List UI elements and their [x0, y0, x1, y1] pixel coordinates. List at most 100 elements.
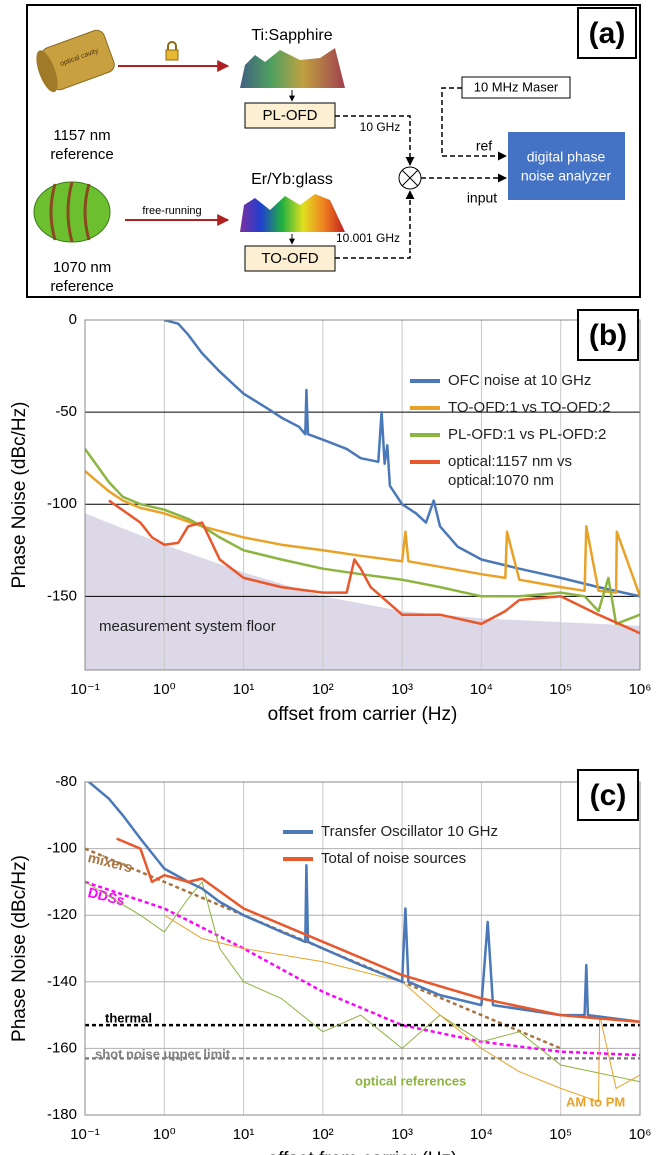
series-line [108, 499, 640, 635]
panel-label-box [577, 7, 637, 59]
analyzer-label: noise analyzer [521, 168, 612, 184]
panel-label: (b) [589, 319, 627, 352]
frequency-label: 10.001 GHz [336, 231, 400, 245]
lock-icon [165, 49, 179, 61]
source-label: 1157 nm [53, 127, 110, 144]
x-axis-label: offset from carrier (Hz) [268, 1149, 458, 1155]
series-line [85, 470, 640, 597]
legend-swatch [283, 857, 313, 861]
source-label: reference [50, 146, 113, 163]
maser-label: 10 MHz Maser [474, 79, 559, 94]
legend-label: OFC noise at 10 GHz [448, 372, 592, 389]
legend-label: Total of noise sources [321, 850, 467, 867]
ofd-label: TO-OFD [261, 250, 318, 267]
x-tick-label: 10⁻¹ [70, 681, 100, 698]
ofd-label: PL-OFD [262, 107, 317, 124]
legend-label: PL-OFD:1 vs PL-OFD:2 [448, 426, 607, 443]
x-tick-label: 10³ [391, 681, 413, 698]
y-tick-label: 0 [69, 311, 77, 328]
legend: Transfer Oscillator 10 GHz Total of noise… [283, 822, 521, 876]
signal-line [335, 190, 415, 259]
plot-frame [84, 319, 641, 671]
y-tick-label: -100 [47, 840, 77, 857]
source-label: reference [50, 278, 113, 295]
legend-item: PL-OFD:1 vs PL-OFD:2 [410, 425, 648, 444]
curve [85, 880, 640, 1057]
frequency-label: 10 GHz [360, 120, 401, 134]
plot-frame [84, 781, 641, 1116]
series-line [116, 837, 640, 1024]
port-label: input [467, 190, 497, 206]
spectrum [240, 48, 345, 88]
floor-label: measurement system floor [99, 618, 276, 635]
legend-label: optical:1157 nm vs optical:1070 nm [448, 453, 572, 489]
signal-line [335, 115, 415, 166]
ref-line [441, 87, 507, 161]
x-axis-label: offset from carrier (Hz) [268, 704, 458, 725]
y-tick-label: -120 [47, 906, 77, 923]
x-tick-label: 10⁴ [470, 681, 493, 698]
floor-area [85, 513, 640, 670]
y-tick-label: -50 [55, 403, 77, 420]
x-tick-label: 10¹ [233, 681, 255, 698]
series-line [163, 320, 640, 598]
fiber-laser [33, 181, 111, 243]
ofd-box [244, 102, 336, 129]
mixer-cross [401, 169, 419, 187]
legend-item: optical:1157 nm vs optical:1070 nm [410, 452, 648, 490]
curve-label: thermal [105, 1010, 152, 1025]
legend-item: TO-OFD:1 vs TO-OFD:2 [410, 398, 648, 417]
series-line [86, 782, 640, 1024]
y-tick-label: -100 [47, 495, 77, 512]
curve [164, 914, 640, 1103]
curve [85, 880, 640, 1083]
analyzer-box [508, 132, 625, 200]
spectrum [240, 194, 345, 232]
panel-label-box [577, 769, 639, 821]
panel-label: (c) [590, 779, 627, 812]
chart: 10⁻¹ 10⁰ 10¹ 10² 10³ 10⁴ 10⁵ 10⁶ -80 -100 -120 -140… [9, 769, 651, 1155]
curve-label: optical references [355, 1073, 466, 1088]
y-tick-label: -160 [47, 1039, 77, 1056]
x-tick-label: 10¹ [233, 1126, 255, 1143]
y-tick-label: -180 [47, 1106, 77, 1123]
lock-shackle [167, 41, 177, 50]
y-tick-label: -80 [55, 773, 77, 790]
legend-item: Total of noise sources [283, 849, 521, 868]
legend-label: Transfer Oscillator 10 GHz [321, 823, 498, 840]
diagram: (a) optical cavity 1157 nm reference Ti:… [26, 4, 641, 298]
x-tick-label: 10⁴ [470, 1126, 493, 1143]
panel-label-box [577, 309, 639, 361]
link-label: free-running [142, 205, 201, 217]
legend-swatch [410, 433, 440, 437]
legend-swatch [283, 830, 313, 834]
cavity: optical cavity [36, 29, 115, 93]
source-label: 1070 nm [53, 259, 111, 276]
y-axis-label: Phase Noise (dBc/Hz) [9, 855, 30, 1042]
legend-item: OFC noise at 10 GHz [410, 371, 648, 390]
legend-swatch [410, 406, 440, 410]
legend: OFC noise at 10 GHz TO-OFD:1 vs TO-OFD:2 P… [410, 371, 648, 498]
x-tick-label: 10⁰ [153, 1126, 176, 1143]
port-label: ref [476, 138, 492, 154]
chart: measurement system floor 10⁻¹ 10⁰ 10¹ 10² 10³… [9, 309, 651, 725]
panel-label: (a) [589, 17, 626, 50]
legend-swatch [410, 379, 440, 383]
analyzer-label: digital phase [527, 149, 606, 165]
series-line [85, 448, 640, 626]
x-tick-label: 10² [312, 681, 334, 698]
laser-label: Er/Yb:glass [251, 171, 333, 188]
legend-item: Transfer Oscillator 10 GHz [283, 822, 521, 841]
y-tick-label: -150 [47, 587, 77, 604]
legend-label: TO-OFD:1 vs TO-OFD:2 [448, 399, 611, 416]
x-tick-label: 10³ [391, 1126, 413, 1143]
legend-swatch [410, 460, 440, 464]
x-tick-label: 10⁻¹ [70, 1126, 100, 1143]
x-tick-label: 10⁰ [153, 681, 176, 698]
diagram-frame [26, 4, 641, 298]
y-tick-label: -140 [47, 973, 77, 990]
x-tick-label: 10² [312, 1126, 334, 1143]
curve [85, 847, 562, 1050]
